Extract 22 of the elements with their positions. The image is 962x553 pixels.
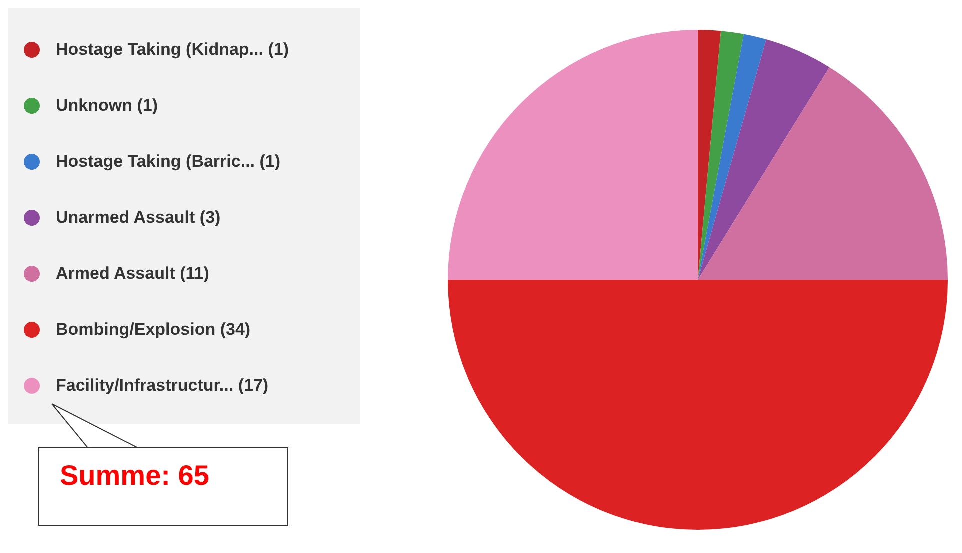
legend-label: Hostage Taking (Kidnap... bbox=[56, 40, 264, 59]
pie-slice bbox=[698, 30, 722, 280]
text: Summe: 65 bbox=[60, 460, 210, 492]
legend-label: Unarmed Assault bbox=[56, 208, 196, 227]
data-label: (34) bbox=[220, 320, 251, 339]
data-label: (1) bbox=[137, 96, 158, 115]
pie-slice bbox=[698, 31, 744, 280]
pie-slice bbox=[448, 280, 948, 530]
legend-label: Facility/Infrastructur... bbox=[56, 376, 234, 395]
data-label: (11) bbox=[180, 264, 210, 283]
legend-label: Unknown bbox=[56, 96, 132, 115]
legend-label: Hostage Taking (Barric... bbox=[56, 152, 256, 171]
data-label: (1) bbox=[268, 40, 289, 59]
data-label: (1) bbox=[260, 152, 281, 171]
pie-slice bbox=[698, 40, 830, 280]
pie-slice bbox=[448, 30, 698, 280]
pie-slice bbox=[698, 34, 766, 280]
data-label: (17) bbox=[238, 376, 269, 395]
legend-label: Armed Assault bbox=[56, 264, 176, 283]
pie-slice bbox=[698, 67, 948, 280]
legend-label: Bombing/Explosion bbox=[56, 320, 216, 339]
data-label: (3) bbox=[200, 208, 221, 227]
